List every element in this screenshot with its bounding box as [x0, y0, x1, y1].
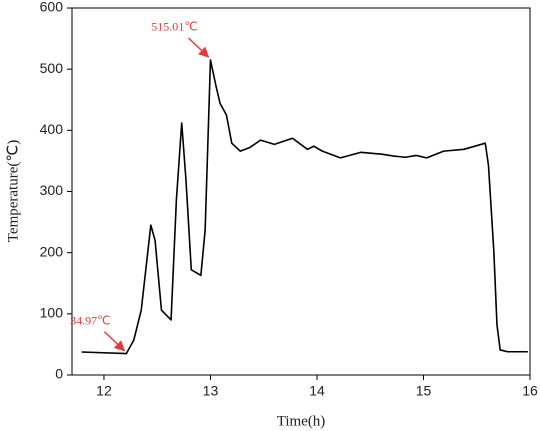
x-tick-label: 12	[96, 383, 112, 399]
x-tick-label: 16	[522, 383, 538, 399]
y-tick-label: 200	[40, 243, 64, 259]
plot-frame	[71, 7, 531, 376]
x-tick-label: 15	[416, 383, 432, 399]
annotation-arrow	[103, 331, 126, 352]
annotation-arrow	[187, 37, 210, 58]
y-tick-label: 300	[40, 182, 64, 198]
y-tick-label: 500	[40, 60, 64, 76]
y-tick-label: 400	[40, 121, 64, 137]
y-tick-label: 0	[55, 366, 63, 382]
y-tick-label: 100	[40, 305, 64, 321]
x-tick-label: 13	[203, 383, 219, 399]
y-tick-label: 600	[40, 0, 64, 15]
x-axis-title: Time(h)	[277, 413, 326, 429]
data-label: 34.97℃	[70, 313, 110, 327]
data-label: 515.01℃	[151, 20, 197, 34]
y-axis-title: Temperature(℃)	[5, 140, 21, 242]
line	[81, 59, 528, 355]
x-tick-label: 14	[309, 383, 325, 399]
